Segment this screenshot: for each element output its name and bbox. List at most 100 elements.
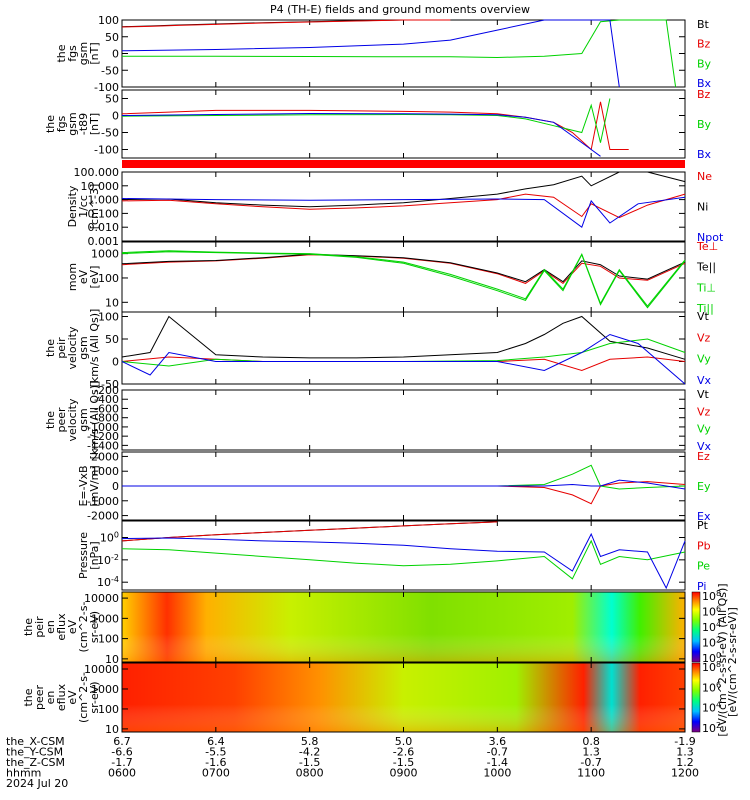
velocity-series-vx [121,333,686,385]
peer-velocity-ylabel: the [44,411,57,429]
fgs-series-bz [121,19,451,28]
x-axis-value: 1100 [577,767,605,780]
peer-spec-panel: 10000 1000 100 10 thepeerenefluxeV(cm^2-s-sr… [22,662,686,736]
legend-vt: Vt [697,388,710,401]
legend-ez: Ez [697,450,710,463]
efield-panel: 2000 1000 0 -1000 -2000 E=-VxB[mV/m] Ez Ey Ex [77,450,711,523]
y-tick-label: 0.001 [88,235,120,248]
temp-series-ti [121,251,686,309]
peer-velocity-ylabel: [km/s (All Qs)] [88,381,101,460]
y-tick-label: 100 [98,703,119,716]
y-tick-label: 0.010 [88,221,120,234]
legend-vz: Vz [697,405,711,418]
density-frame [121,171,686,242]
x-axis-value: 1200 [671,767,699,780]
legend-te: Te⊥ [696,240,718,253]
separator-band [122,160,685,168]
legend-bz: Bz [697,88,711,101]
x-axis-value: -1.6 [205,756,226,769]
pressure-series-pe [121,539,686,580]
peir-spec-ylabel: peir [33,616,46,638]
velocity-series-vz [121,356,686,372]
fgs-lp-series-bx [121,112,601,157]
y-tick-label: 10.000 [81,180,120,193]
y-tick-label: 0 [112,110,119,123]
x-axis-value: 1000 [483,767,511,780]
x-axis-value: 0.8 [582,735,600,748]
peir-spec-ylabel: the [22,618,35,636]
temp-ylabel: [eV] [88,266,101,289]
density-ylabel: 1/cc [77,195,90,218]
y-tick-label: 100 [98,272,119,285]
y-tick-label: 10000 [84,592,119,605]
x-axis-value: 6.4 [207,735,225,748]
y-tick-label: 100 [100,531,119,545]
x-axis-row-label: hhmm [6,767,41,780]
peer-velocity-ylabel: peer [55,407,68,433]
peer-spec-ylabel: (cm^2-s- [77,672,90,723]
temp-series-te [121,253,686,283]
y-tick-label: 50 [105,93,119,106]
density-series-ne [121,193,686,219]
velocity-ylabel: gsm [77,336,90,359]
fgs-series-by [122,19,677,88]
peir-spec-ylabel: (cm^2-s- [77,602,90,653]
legend-te: Te|| [696,261,716,274]
x-axis-value: -1.4 [487,756,508,769]
peir-spec-ylabel: eV [66,619,79,634]
y-tick-label: -1000 [87,421,119,434]
density-ylabel: Density [66,185,79,227]
y-tick-label: 100 [98,311,119,324]
peer-spec-ylabel: eV [66,690,79,705]
fgs-lp-series-by [121,98,611,143]
y-tick-label: 1.000 [88,194,120,207]
legend-npot: Npot [697,231,724,244]
y-tick-label: 10 [105,653,119,666]
panels: 100500-50-100thefgsgsm[nT]BtBzByBx500-50… [22,14,724,736]
y-tick-label: 10 [105,296,119,309]
x-axis-row-label: the_Y-CSM [6,746,63,759]
fgs-lp-ylabel: gsm [66,112,79,135]
peir-spec-ylabel: en [44,620,57,634]
velocity-ylabel: velocity [66,326,79,369]
x-axis-value: -0.7 [487,746,508,759]
temp-ylabel: mom [66,263,79,291]
peer-velocity-ylabel: gsm [77,408,90,431]
y-tick-label: 10-4 [97,575,119,589]
y-tick-label: 2000 [91,450,119,463]
y-tick-label: -800 [94,412,119,425]
pressure-series-pb [121,521,498,542]
legend-vy: Vy [697,353,711,366]
y-tick-label: 1000 [91,612,119,625]
legend-vy: Vy [697,423,711,436]
legend-pi: Pi [697,580,706,593]
y-tick-label: -100 [94,144,119,157]
y-tick-label: 10000 [84,663,119,676]
efield-series-ey [122,464,686,490]
y-tick-label: -400 [94,393,119,406]
x-axis-value: 0600 [108,767,136,780]
colorbar-label: [eV/(cm^2-s-sr-eV)] [726,607,739,717]
legend-vz: Vz [697,331,711,344]
peir-spec-ylabel: eflux [55,613,68,641]
fgs-series-bx [121,19,620,88]
pressure-ylabel: Pressure [77,532,90,579]
y-tick-label: -50 [101,378,119,391]
y-tick-label: 100.000 [74,166,120,179]
legend-by: By [697,57,712,70]
x-axis-value: -6.6 [111,746,132,759]
legend-ni: Ni [697,201,708,214]
peer-spec-ylabel: the [22,688,35,706]
density-ylabel: [cm^-3] [88,184,101,230]
pressure-ylabel: [nPa] [88,541,101,569]
legend-bt: Bt [697,18,710,31]
fgs-lp-ylabel: fgs [55,115,68,132]
x-axis-value: 6.7 [113,735,131,748]
legend-vt: Vt [697,310,710,323]
x-axis-row-label: the_X-CSM [6,735,65,748]
y-tick-label: 1000 [91,248,119,261]
